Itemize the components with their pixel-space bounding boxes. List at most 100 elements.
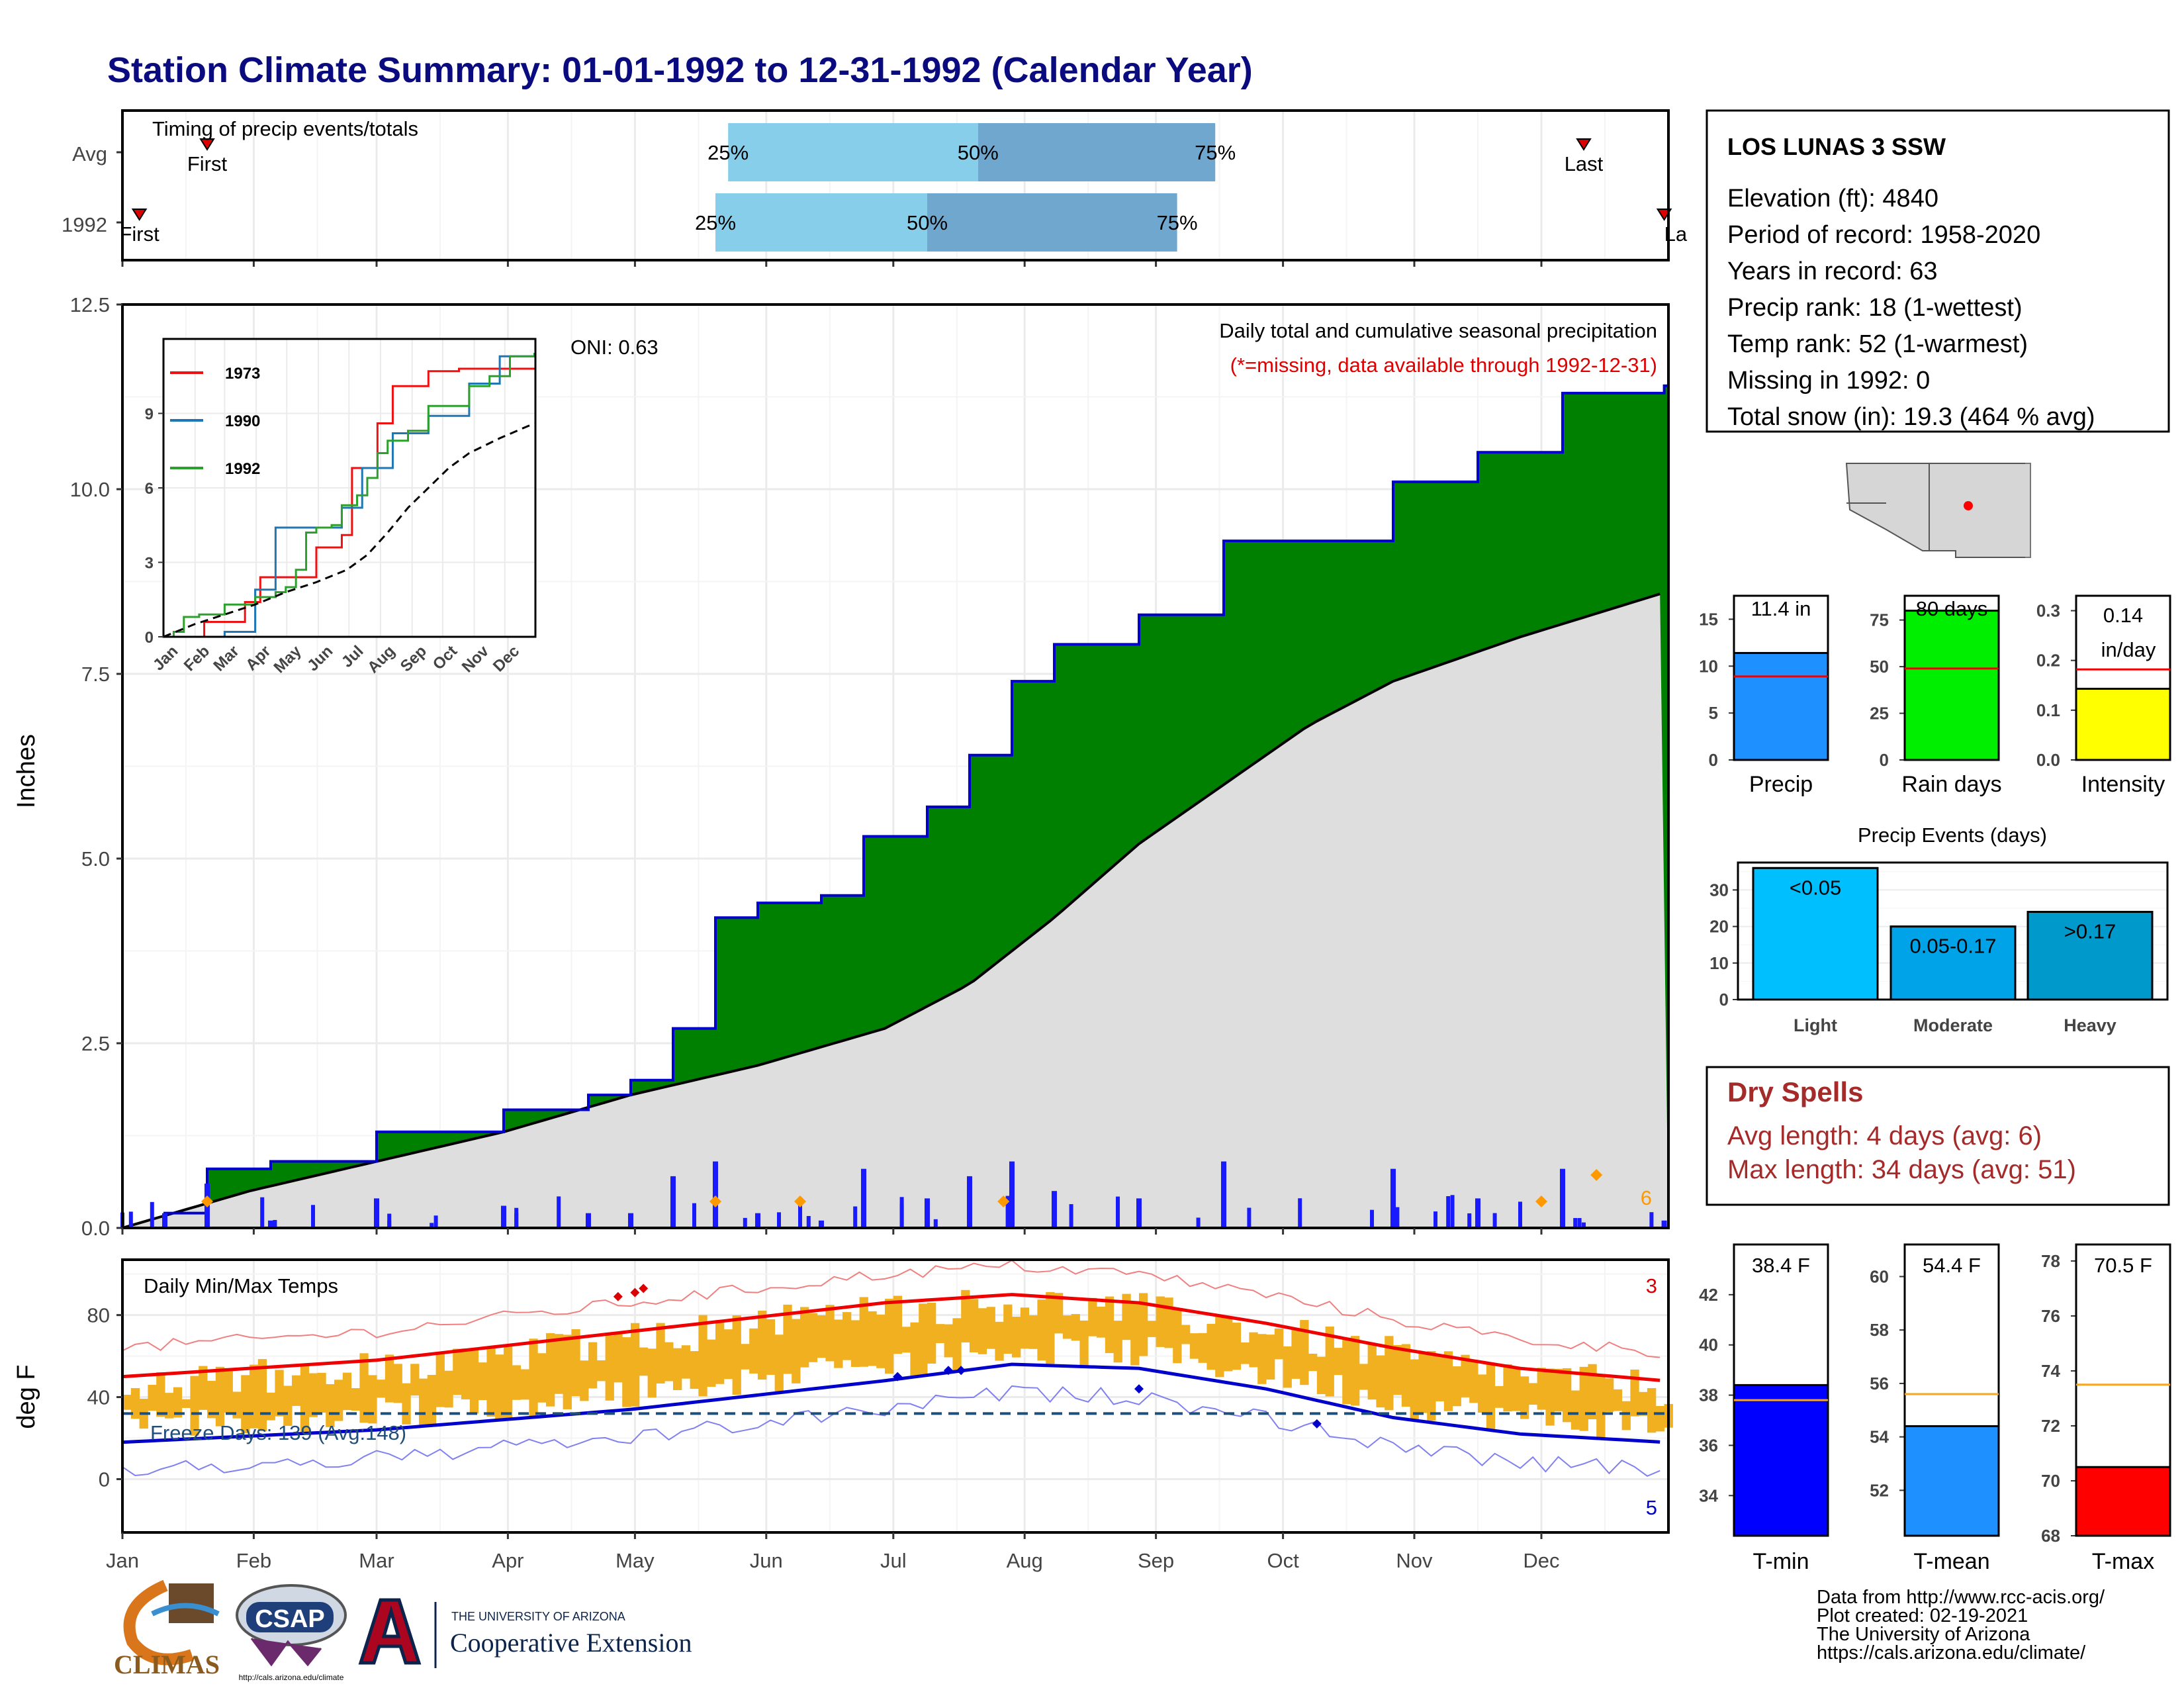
daily-temp-bar — [1647, 1387, 1657, 1433]
csap-url: http://cals.arizona.edu/climate — [239, 1673, 344, 1682]
daily-temp-bar — [130, 1387, 140, 1419]
daily-temp-bar — [334, 1380, 343, 1421]
daily-temp-bar — [1097, 1306, 1106, 1338]
summary-ytick-label: 0.3 — [2036, 601, 2060, 621]
timing-first-label: First — [187, 152, 228, 175]
daily-precip-bar — [933, 1219, 938, 1228]
inset-legend-label: 1990 — [225, 412, 260, 430]
daily-temp-bar — [1401, 1344, 1411, 1407]
month-tick-label: Feb — [236, 1549, 271, 1572]
daily-temp-bar — [257, 1359, 267, 1432]
daily-temp-bar — [986, 1307, 995, 1349]
station-years: Years in record: 63 — [1727, 258, 1938, 285]
daily-temp-bar — [935, 1324, 945, 1344]
daily-temp-bar — [631, 1323, 640, 1407]
temp-title: Daily Min/Max Temps — [144, 1274, 338, 1297]
daily-precip-bar — [1492, 1213, 1497, 1228]
daily-temp-bar — [1613, 1389, 1623, 1411]
summary-bar-unit: in/day — [2101, 638, 2156, 661]
temp-ylabel: deg F — [13, 1364, 40, 1429]
daily-temp-bar — [715, 1320, 725, 1384]
daily-precip-bar — [692, 1203, 696, 1228]
daily-temp-bar — [1130, 1302, 1140, 1366]
daily-precip-bar — [1446, 1196, 1451, 1228]
precip-events-chart: Precip Events (days) 0 10 20 30 <0.05 Light 0.… — [1709, 823, 2169, 1035]
station-name: LOS LUNAS 3 SSW — [1727, 133, 1946, 160]
daily-temp-bar — [1334, 1348, 1343, 1376]
daily-temp-bar — [944, 1324, 953, 1358]
dry-spells-title: Dry Spells — [1727, 1076, 1863, 1107]
record-high-marker — [613, 1291, 623, 1301]
timing-p75-label: 75% — [1157, 211, 1198, 234]
daily-temp-bar — [1291, 1330, 1300, 1379]
temp-summary-t-max: 68 70 72 74 76 78 70.5 F T-max — [2041, 1243, 2171, 1574]
temp-summary-ytick: 38 — [1699, 1385, 1718, 1405]
month-tick-label: Jun — [750, 1549, 783, 1572]
daily-temp-bar — [1351, 1336, 1360, 1406]
daily-temp-bar — [681, 1345, 691, 1379]
inset-ytick-label: 9 — [145, 406, 154, 424]
daily-temp-bar — [554, 1334, 564, 1394]
daily-temp-bar — [410, 1364, 420, 1396]
daily-precip-bar — [514, 1207, 519, 1228]
snow-count: 6 — [1641, 1186, 1652, 1209]
precip-event-bar-fill — [2026, 911, 2154, 1001]
cumulative-precip-line — [122, 384, 1668, 1229]
daily-temp-bar — [1393, 1344, 1402, 1395]
station-snow: Total snow (in): 19.3 (464 % avg) — [1727, 403, 2095, 431]
daily-temp-bar — [901, 1327, 911, 1353]
summary-bar-value: 11.4 in — [1751, 597, 1811, 620]
daily-temp-bar — [1461, 1354, 1470, 1397]
temp-summary-ytick: 52 — [1870, 1480, 1889, 1500]
daily-temp-bar — [385, 1354, 394, 1403]
month-tick-label: Dec — [1523, 1549, 1559, 1572]
record-high-marker — [639, 1284, 649, 1293]
average-precip-line — [122, 592, 1661, 1229]
daily-temp-bar — [148, 1384, 157, 1411]
inset-line-1992 — [163, 353, 535, 638]
month-tick-label: Jan — [106, 1549, 139, 1572]
daily-precip-bar — [1298, 1198, 1302, 1228]
daily-temp-bar — [723, 1329, 733, 1380]
summary-bar-fill — [2075, 688, 2171, 761]
daily-temp-bar — [1435, 1355, 1445, 1401]
precip-ytick-label: 10.0 — [70, 478, 110, 501]
daily-temp-bar — [749, 1328, 758, 1374]
daily-temp-bar — [1206, 1323, 1216, 1370]
daily-temp-bar — [1164, 1297, 1173, 1348]
temp-summary-ytick: 68 — [2041, 1526, 2060, 1546]
freeze-days: Freeze Days: 139 (Avg:148) — [150, 1421, 406, 1444]
daily-temp-bar — [1376, 1355, 1385, 1408]
daily-temp-bar — [1266, 1335, 1275, 1380]
temp-summary-t-mean: 52 54 56 58 60 54.4 F T-mean — [1870, 1243, 2000, 1574]
daily-precip-bar — [586, 1213, 591, 1228]
daily-temp-bar — [1605, 1378, 1614, 1412]
daily-temp-bar — [461, 1348, 471, 1399]
precip-event-category: Moderate — [1913, 1015, 1993, 1035]
csap-logo: CSAP http://cals.arizona.edu/climate — [236, 1584, 347, 1682]
daily-temp-bar — [800, 1307, 809, 1368]
daily-temp-bar — [1512, 1368, 1521, 1411]
daily-precip-bar — [311, 1205, 315, 1228]
daily-precip-bar — [1573, 1218, 1578, 1228]
daily-precip-bar — [670, 1176, 676, 1228]
daily-temp-bar — [1274, 1328, 1284, 1360]
inset-ytick-label: 3 — [145, 555, 154, 573]
daily-temp-bar — [656, 1323, 665, 1383]
daily-temp-bar — [215, 1366, 225, 1427]
timing-heading: Timing of precip events/totals — [152, 117, 418, 140]
month-tick-label: Mar — [359, 1549, 394, 1572]
daily-temp-bar — [1528, 1383, 1538, 1405]
record-low-marker — [944, 1366, 953, 1376]
daily-temp-bar — [1105, 1296, 1115, 1354]
daily-precip-bar — [1395, 1207, 1400, 1228]
daily-precip-bar — [273, 1219, 277, 1228]
summary-ytick-label: 0.2 — [2036, 651, 2060, 671]
daily-temp-bar — [351, 1388, 360, 1411]
daily-temp-bar — [1215, 1317, 1224, 1378]
daily-temp-bar — [1579, 1366, 1588, 1431]
daily-temp-bar — [859, 1297, 868, 1367]
timing-last-marker — [1576, 138, 1592, 151]
summary-ytick-label: 0 — [1880, 750, 1889, 770]
record-low-marker — [893, 1372, 903, 1382]
